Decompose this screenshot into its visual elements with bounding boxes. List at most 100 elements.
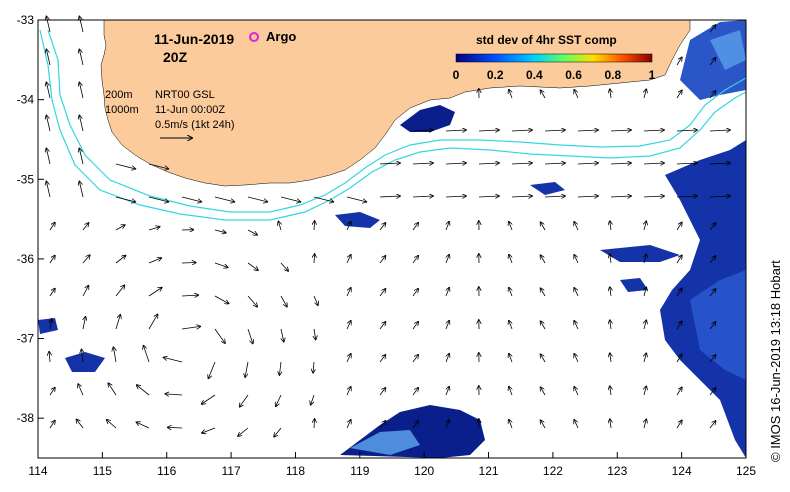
current-arrow bbox=[247, 196, 267, 202]
current-arrow bbox=[676, 387, 682, 396]
current-arrow bbox=[577, 163, 598, 164]
current-arrow bbox=[247, 295, 257, 307]
current-arrow bbox=[214, 196, 234, 202]
x-tick-label: 122 bbox=[543, 464, 563, 478]
current-arrow bbox=[610, 287, 611, 297]
plot-frame bbox=[37, 19, 747, 459]
current-arrow bbox=[610, 353, 611, 363]
current-arrow bbox=[83, 317, 86, 330]
current-arrow bbox=[379, 322, 386, 330]
current-arrow bbox=[541, 222, 546, 231]
current-arrow bbox=[115, 315, 120, 330]
current-arrow bbox=[148, 314, 158, 330]
current-arrow bbox=[379, 421, 386, 429]
current-arrow bbox=[148, 288, 162, 297]
current-arrow bbox=[412, 355, 418, 363]
current-arrow bbox=[164, 357, 183, 363]
current-arrow bbox=[541, 288, 546, 297]
current-arrow bbox=[412, 196, 433, 197]
current-arrow bbox=[577, 196, 598, 197]
sst-patch-south-light bbox=[350, 430, 420, 455]
current-arrow bbox=[313, 295, 318, 305]
current-arrow bbox=[79, 49, 84, 66]
current-arrow bbox=[544, 130, 565, 131]
current-arrow bbox=[446, 420, 449, 429]
current-arrow bbox=[346, 321, 351, 330]
current-arrow bbox=[49, 289, 55, 297]
current-arrow bbox=[82, 255, 90, 264]
current-arrow bbox=[49, 388, 55, 396]
current-arrow bbox=[214, 230, 226, 233]
time-label: 20Z bbox=[163, 49, 188, 65]
current-arrow bbox=[280, 196, 300, 202]
current-arrow bbox=[709, 58, 716, 66]
current-arrow bbox=[511, 163, 532, 164]
current-arrow bbox=[574, 387, 579, 396]
current-arrow bbox=[676, 255, 682, 264]
y-tick-label: -37 bbox=[17, 332, 35, 346]
sst-patch-east-light bbox=[690, 270, 746, 380]
current-arrow bbox=[202, 394, 216, 404]
colorbar-tick-label: 0.2 bbox=[487, 68, 504, 82]
current-arrow bbox=[610, 89, 611, 99]
current-arrow bbox=[76, 419, 84, 429]
current-arrow bbox=[509, 420, 512, 429]
current-arrow bbox=[446, 387, 449, 396]
current-arrow bbox=[643, 130, 664, 131]
current-arrow bbox=[379, 223, 386, 231]
current-arrow bbox=[144, 346, 150, 363]
current-arrow bbox=[610, 163, 631, 164]
current-arrow bbox=[165, 394, 183, 395]
current-arrow bbox=[346, 196, 366, 202]
current-arrow bbox=[214, 295, 229, 304]
current-arrow bbox=[643, 196, 664, 197]
x-tick-label: 116 bbox=[157, 464, 176, 478]
current-arrow bbox=[412, 322, 418, 330]
current-arrow bbox=[511, 196, 532, 197]
current-arrow bbox=[644, 386, 646, 396]
current-arrow bbox=[79, 148, 84, 165]
current-arrow bbox=[541, 387, 546, 396]
current-arrow bbox=[82, 349, 84, 363]
current-arrow bbox=[247, 328, 253, 344]
current-arrow bbox=[148, 196, 168, 202]
current-arrow bbox=[214, 262, 228, 267]
current-arrow bbox=[610, 419, 611, 429]
x-tick-label: 120 bbox=[414, 464, 434, 478]
current-arrow bbox=[709, 196, 730, 197]
current-arrow bbox=[509, 288, 512, 297]
current-arrow bbox=[509, 255, 512, 264]
x-tick-label: 118 bbox=[286, 464, 305, 478]
current-arrow bbox=[49, 223, 55, 231]
x-tick-label: 123 bbox=[607, 464, 627, 478]
current-arrow bbox=[446, 288, 449, 297]
current-arrow bbox=[115, 256, 126, 264]
current-arrow bbox=[610, 320, 611, 330]
current-arrow bbox=[709, 256, 716, 264]
current-arrow bbox=[676, 222, 682, 231]
current-arrow bbox=[346, 354, 351, 363]
current-arrow bbox=[49, 421, 55, 429]
current-arrow bbox=[412, 388, 418, 396]
current-arrow bbox=[446, 222, 449, 231]
current-arrow bbox=[709, 322, 716, 330]
current-arrow bbox=[478, 196, 499, 197]
current-arrow bbox=[137, 385, 150, 396]
current-arrow bbox=[412, 163, 433, 164]
current-arrow bbox=[181, 295, 198, 296]
current-arrow bbox=[445, 130, 466, 131]
current-arrow bbox=[46, 82, 51, 99]
current-arrow bbox=[446, 321, 449, 330]
current-arrow bbox=[445, 163, 466, 164]
current-arrow bbox=[610, 196, 631, 197]
current-arrow bbox=[148, 163, 168, 169]
current-arrow bbox=[274, 427, 282, 437]
current-arrow bbox=[643, 163, 664, 164]
current-arrow bbox=[676, 163, 697, 164]
scale-label: 0.5m/s (1kt 24h) bbox=[155, 119, 234, 131]
current-arrow bbox=[541, 321, 546, 330]
current-arrow bbox=[709, 130, 730, 131]
current-arrow bbox=[148, 227, 160, 231]
current-arrow bbox=[46, 181, 51, 198]
